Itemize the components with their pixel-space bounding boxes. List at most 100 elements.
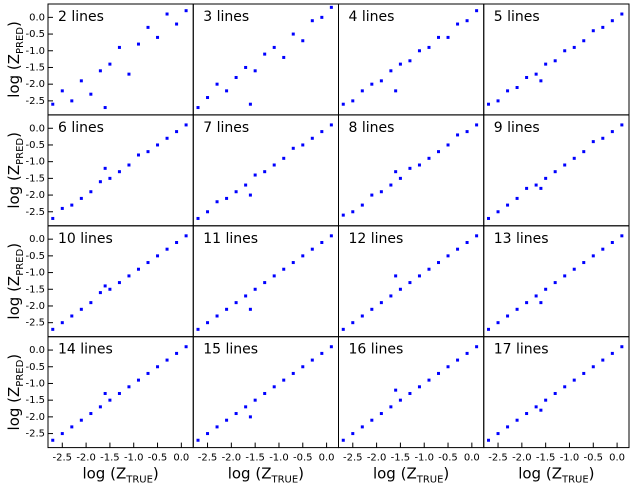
point xyxy=(175,351,179,355)
point xyxy=(360,203,364,207)
point xyxy=(539,301,543,305)
x-axis-label: log (ZTRUE) xyxy=(518,464,594,483)
point xyxy=(553,281,557,285)
x-tick-label: -1.0 xyxy=(269,453,289,464)
axis-label-subscript: PRED xyxy=(14,27,25,54)
y-axis-label: log (ZPRED) xyxy=(5,21,26,98)
x-tick-label: -2.5 xyxy=(488,453,508,464)
point xyxy=(244,183,248,187)
point xyxy=(310,247,314,251)
point xyxy=(117,45,121,49)
point xyxy=(301,143,305,147)
axis-label-text: ) xyxy=(5,132,23,138)
point xyxy=(244,405,248,409)
point xyxy=(282,55,286,59)
y-tick-label: -2.0 xyxy=(25,412,45,423)
point xyxy=(360,89,364,93)
panel-title: 4 lines xyxy=(349,9,395,25)
point xyxy=(506,314,510,318)
point xyxy=(465,19,469,23)
point xyxy=(225,418,229,422)
point xyxy=(351,321,355,325)
point xyxy=(539,186,543,190)
panel-title: 9 lines xyxy=(494,120,540,136)
point xyxy=(487,438,491,442)
point xyxy=(98,291,102,295)
point xyxy=(465,351,469,355)
point xyxy=(320,130,324,134)
point xyxy=(487,216,491,220)
point xyxy=(496,321,500,325)
x-tick-label: -2.0 xyxy=(222,453,242,464)
panel-title: 10 lines xyxy=(58,231,113,247)
point xyxy=(79,196,83,200)
point xyxy=(263,52,267,56)
point xyxy=(282,378,286,382)
y-axis-label: log (ZPRED) xyxy=(5,132,26,209)
y-tick-label: -0.5 xyxy=(25,140,45,151)
point xyxy=(184,234,188,238)
point xyxy=(156,143,160,147)
point xyxy=(446,143,450,147)
point xyxy=(248,415,252,419)
point xyxy=(103,284,107,288)
point xyxy=(398,62,402,66)
point xyxy=(51,102,55,106)
point xyxy=(146,150,150,154)
point xyxy=(329,345,333,349)
point xyxy=(437,150,441,154)
point xyxy=(301,254,305,258)
point xyxy=(310,136,314,140)
point xyxy=(427,267,431,271)
point xyxy=(582,261,586,265)
point xyxy=(601,358,605,362)
point xyxy=(291,371,295,375)
axis-label-subscript: PRED xyxy=(15,249,26,276)
point xyxy=(156,35,160,39)
point xyxy=(248,307,252,311)
point xyxy=(437,371,441,375)
point xyxy=(320,351,324,355)
point xyxy=(539,408,543,412)
axis-label-subscript: TRUE xyxy=(561,474,589,483)
point xyxy=(329,5,333,9)
point xyxy=(446,254,450,258)
x-tick-label: -0.5 xyxy=(148,453,168,464)
panel-title: 11 lines xyxy=(203,231,258,247)
x-tick-label: -1.0 xyxy=(414,453,434,464)
point xyxy=(525,186,529,190)
point xyxy=(408,59,412,63)
y-tick-label: -2.5 xyxy=(25,429,45,440)
point xyxy=(282,156,286,160)
point xyxy=(417,385,421,389)
point xyxy=(553,391,557,395)
point xyxy=(582,39,586,43)
axis-label-text: log (Z xyxy=(373,464,417,482)
y-tick-label: -1.5 xyxy=(25,395,45,406)
point xyxy=(206,96,210,100)
y-tick-label: -2.0 xyxy=(25,301,45,312)
x-tick-label: 0.0 xyxy=(609,453,625,464)
point xyxy=(341,438,345,442)
point xyxy=(360,425,364,429)
panel-title: 12 lines xyxy=(349,231,404,247)
point xyxy=(610,351,614,355)
point xyxy=(108,287,112,291)
point xyxy=(89,190,93,194)
point xyxy=(98,405,102,409)
axis-label-subscript: TRUE xyxy=(270,474,298,483)
point xyxy=(394,388,398,392)
point xyxy=(620,345,624,349)
point xyxy=(351,210,355,214)
point xyxy=(475,9,479,13)
point xyxy=(136,153,140,157)
point xyxy=(196,216,200,220)
point xyxy=(206,432,210,436)
axis-label-text: ) xyxy=(298,464,304,482)
point xyxy=(329,123,333,127)
point xyxy=(351,432,355,436)
point xyxy=(70,314,74,318)
point xyxy=(601,247,605,251)
point xyxy=(272,385,276,389)
point xyxy=(572,45,576,49)
